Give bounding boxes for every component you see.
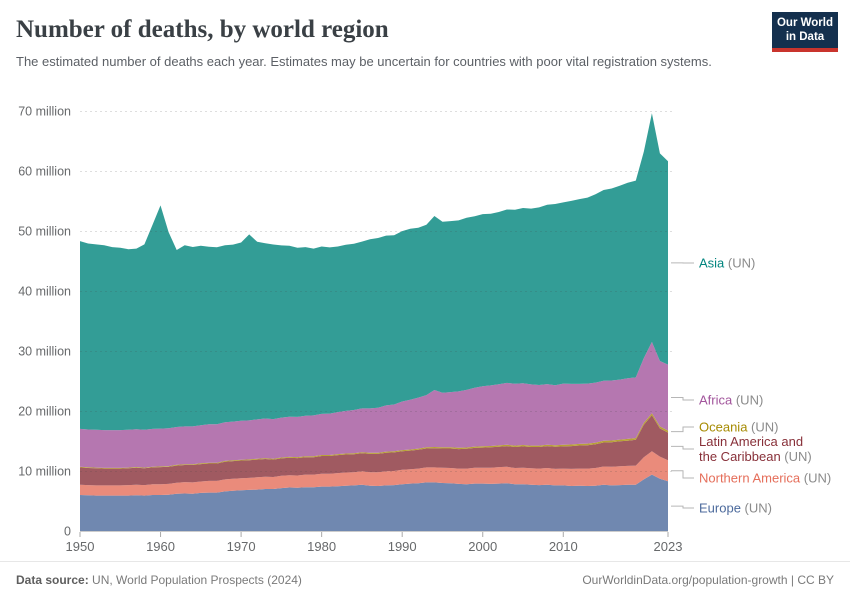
chart-header: Number of deaths, by world region Our Wo…	[0, 0, 850, 73]
y-axis-label: 70 million	[18, 105, 71, 119]
legend-label-europe[interactable]: Europe (UN)	[699, 501, 772, 516]
footer-url[interactable]: OurWorldinData.org/population-growth | C…	[582, 573, 834, 587]
legend-connector	[671, 397, 694, 401]
y-axis-label: 10 million	[18, 465, 71, 479]
x-axis-label: 2000	[468, 539, 497, 554]
legend-label-africa[interactable]: Africa (UN)	[699, 393, 763, 408]
chart-title: Number of deaths, by world region	[16, 16, 389, 43]
data-source-label: Data source:	[16, 573, 89, 587]
y-axis-label: 20 million	[18, 405, 71, 419]
legend-connector	[671, 470, 694, 479]
owid-logo[interactable]: Our World in Data	[772, 12, 838, 52]
legend-label-oceania[interactable]: Oceania (UN)	[699, 420, 778, 435]
data-source: Data source: UN, World Population Prospe…	[16, 573, 302, 587]
y-axis-label: 40 million	[18, 285, 71, 299]
legend-label-asia[interactable]: Asia (UN)	[699, 256, 755, 271]
legend-label-northern-america[interactable]: Northern America (UN)	[699, 471, 831, 486]
legend-connector	[671, 505, 694, 509]
area-africa[interactable]	[80, 341, 668, 468]
y-axis-label: 60 million	[18, 165, 71, 179]
x-axis-label: 2023	[654, 539, 683, 554]
owid-logo-line2: in Data	[785, 30, 825, 43]
y-axis-label: 30 million	[18, 345, 71, 359]
area-europe[interactable]	[80, 474, 668, 531]
y-axis-label: 0	[64, 525, 71, 539]
owid-logo-line1: Our World	[776, 17, 833, 29]
area-latin-america[interactable]	[80, 415, 668, 486]
data-source-text: UN, World Population Prospects (2024)	[88, 573, 302, 587]
x-axis-label: 1950	[66, 539, 95, 554]
x-axis-label: 1990	[388, 539, 417, 554]
x-axis-label: 1960	[146, 539, 175, 554]
x-axis-label: 2010	[549, 539, 578, 554]
area-asia[interactable]	[80, 113, 668, 431]
x-axis-label: 1970	[227, 539, 256, 554]
x-axis-label: 1980	[307, 539, 336, 554]
chart-subtitle: The estimated number of deaths each year…	[16, 54, 712, 69]
legend-label-latin-america[interactable]: Latin America and the Caribbean (UN)	[699, 434, 812, 464]
legend-connector	[671, 445, 694, 450]
legend-connector	[671, 426, 694, 433]
area-northern-america[interactable]	[80, 451, 668, 496]
y-axis-label: 50 million	[18, 225, 71, 239]
chart-footer: Data source: UN, World Population Prospe…	[0, 561, 850, 600]
